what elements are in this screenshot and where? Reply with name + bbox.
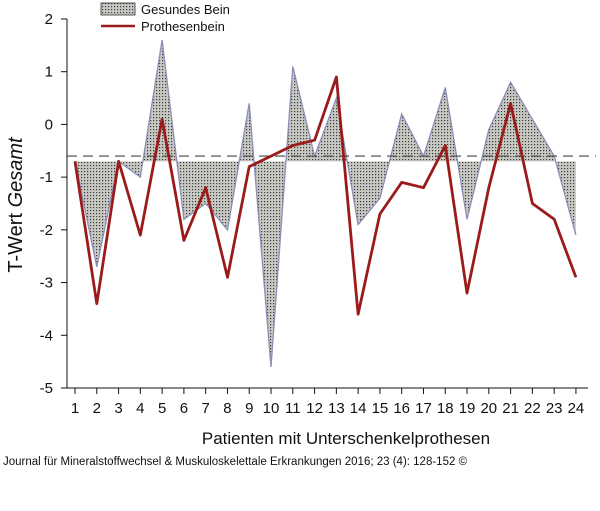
x-tick-label: 6 — [180, 400, 188, 417]
x-tick-label: 18 — [437, 400, 454, 417]
gesundes-bein-area — [74, 39, 577, 367]
y-tick-label: 2 — [45, 11, 53, 28]
source-note: Journal für Mineralstoffwechsel & Muskul… — [3, 456, 468, 468]
x-tick-label: 14 — [350, 400, 367, 417]
x-tick-label: 20 — [480, 400, 497, 417]
prothesenbein-line — [73, 75, 578, 316]
x-tick-label: 16 — [393, 400, 410, 417]
x-tick-label: 12 — [306, 400, 323, 417]
y-tick-label: 1 — [45, 64, 53, 81]
x-tick-label: 8 — [223, 400, 231, 417]
x-tick-label: 10 — [263, 400, 280, 417]
x-tick-label: 9 — [245, 400, 253, 417]
gesundes-bein-outline — [74, 39, 577, 367]
x-tick-label: 24 — [568, 400, 585, 417]
y-tick-label: -3 — [40, 275, 53, 292]
y-axis-title: T-Wert Gesamt — [5, 136, 27, 273]
x-tick-label: 22 — [524, 400, 541, 417]
x-tick-label: 19 — [459, 400, 476, 417]
x-tick-label: 13 — [328, 400, 345, 417]
y-axis-title-italic: Gesamt — [5, 136, 27, 207]
x-tick-label: 11 — [285, 400, 301, 417]
x-tick-label: 4 — [136, 400, 144, 417]
x-tick-label: 17 — [415, 400, 432, 417]
gesundes-bein-fill — [75, 40, 576, 367]
y-tick-label: -2 — [40, 222, 53, 239]
y-tick-label: -4 — [40, 327, 53, 344]
x-tick-label: 3 — [114, 400, 122, 417]
legend-swatch-gesundes-bein — [100, 2, 136, 16]
y-tick-label: -1 — [40, 169, 53, 186]
legend-label-prothesenbein: Prothesenbein — [141, 19, 225, 34]
x-tick-label: 5 — [158, 400, 166, 417]
x-tick-label: 2 — [93, 400, 101, 417]
x-ticks: 1 2 3 4 5 6 7 8 9 10 11 12 13 14 15 16 17 18 19 20 21 22 23 24 — [71, 388, 584, 417]
x-tick-label: 1 — [71, 400, 79, 417]
y-axis-title-main: T-Wert — [5, 213, 27, 273]
x-axis-title: Patienten mit Unterschenkelprothesen — [202, 429, 490, 448]
x-tick-label: 7 — [202, 400, 210, 417]
legend-label-gesundes-bein: Gesundes Bein — [141, 2, 230, 17]
legend: Gesundes Bein Prothesenbein — [100, 2, 230, 34]
chart: Gesundes Bein Prothesenbein 210-1-2-3-4-… — [5, 2, 596, 448]
y-tick-label: -5 — [40, 380, 53, 397]
x-tick-label: 21 — [502, 400, 519, 417]
y-tick-label: 0 — [45, 116, 53, 133]
x-tick-label: 23 — [546, 400, 563, 417]
x-tick-label: 15 — [372, 400, 389, 417]
y-ticks: 2 1 0 -1 -2 -3 -4 -5 — [40, 11, 67, 397]
